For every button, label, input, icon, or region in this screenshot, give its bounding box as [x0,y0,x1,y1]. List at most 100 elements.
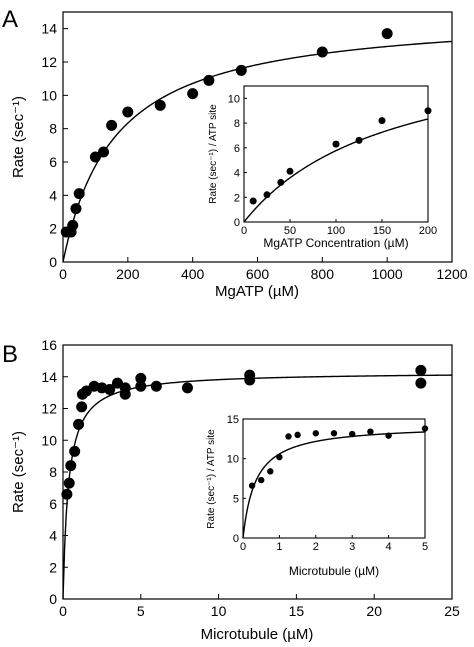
inset-a-data-point [286,167,294,175]
inset-b-data-point [267,468,274,475]
inset-b-x-tick-label: 5 [422,541,428,553]
inset-b-y-tick-label: 10 [227,454,239,466]
main-b-data-point [181,382,193,394]
main-a-y-tick-label: 0 [49,254,57,270]
inset-a-y-tick-label: 4 [234,168,240,180]
main-a-fit-curve [62,40,453,263]
main-b-y-tick-label: 12 [41,401,57,417]
main-b-data-point [104,383,116,395]
inset-a-data-point [378,117,386,125]
main-b-y-tick-label: 14 [41,369,57,385]
main-a-data-point [381,28,393,40]
inset-frame-a [243,85,429,223]
inset-b-y-tick-label: 5 [233,493,239,505]
main-b-data-point [150,380,162,392]
main-a-x-tick-label: 1000 [372,266,403,282]
main-a-data-point [203,74,215,86]
main-a-x-tick-label: 0 [59,266,67,282]
main-a-data-point [316,46,328,58]
main-a-data-point [154,99,166,111]
inset-b-data-point [330,430,338,437]
inset-a-data-point [332,140,340,148]
main-a-y-tick-label: 8 [49,121,57,137]
main-a-data-point [98,146,110,158]
inset-a-x-tick-label: 0 [241,225,247,237]
main-a-y-tick-label: 14 [41,21,57,37]
main-a-data-point [70,203,82,215]
main-b-data-point [415,377,427,389]
main-b-x-tick-label: 20 [366,603,382,619]
main-b-y-tick-label: 6 [49,496,57,512]
panel-label-b: B [2,341,18,368]
main-a-y-tick-label: 12 [41,54,57,70]
inset-a-y-tick-label: 8 [234,118,240,130]
main-b-data-point [135,372,147,384]
main-b-y-tick-label: 4 [49,528,57,544]
main-b-y-tick-label: 10 [41,432,57,448]
inset-a-data-point [424,107,432,115]
main-b-y-tick-label: 8 [49,464,57,480]
main-a-data-point [89,151,101,163]
main-b-y-tick-label: 16 [41,337,57,353]
main-a-data-point [73,188,85,200]
main-b-x-tick-label: 0 [59,603,67,619]
inset-b-x-tick-label: 0 [240,541,246,553]
inset-a-data-point [263,191,271,199]
inset-b-data-point [421,425,429,432]
inset-b-y-tick-label: 0 [233,533,239,545]
inset-a-data-point [249,197,257,205]
inset-a-data-point [355,136,363,144]
inset-a-x-tick-label: 50 [284,225,296,237]
main-a-x-tick-label: 1200 [436,266,467,282]
inset-b-data-point [248,482,256,489]
main-b-x-tick-label: 15 [289,603,305,619]
main-b-data-point [63,477,75,489]
main-b-data-point [69,445,81,457]
main-a-data-point [106,119,118,131]
main-b-data-point [76,401,88,413]
inset-b-data-point [385,432,392,439]
main-b-data-point [73,418,85,430]
main-a-data-point [235,64,247,76]
main-a-y-tick-label: 6 [49,154,57,170]
main-a-x-tick-label: 400 [181,266,205,282]
main-a-y-tick-label: 4 [49,187,57,203]
inset-a-y-tick-label: 2 [234,192,240,204]
inset-b-data-point [294,431,301,439]
main-b-data-point [61,488,73,500]
inset-b-x-tick-label: 1 [276,541,282,553]
x-axis-label-b: Microtubule (µM) [201,626,314,643]
main-b-data-point [65,460,77,472]
inset-b-y-tick-label: 15 [227,414,239,426]
main-b-x-tick-label: 5 [137,603,145,619]
inset-a-y-tick-label: 0 [234,217,240,229]
inset-b-x-tick-label: 4 [386,541,392,553]
inset-b-data-point [258,476,265,484]
main-a-data-point [67,219,79,231]
main-a-x-tick-label: 200 [116,266,140,282]
y-axis-label-b: Rate (sec⁻¹) [10,431,27,513]
inset-b-x-tick-label: 3 [349,541,355,553]
inset-a-y-tick-label: 6 [234,143,240,155]
main-b-y-tick-label: 0 [49,591,57,607]
main-a-data-point [122,106,134,118]
main-a-x-tick-label: 800 [311,266,335,282]
main-b-data-point [135,380,147,392]
y-axis-label-a: Rate (sec⁻¹) [10,96,27,178]
panel-label-a: A [2,6,18,33]
inset-b-data-point [312,430,319,437]
inset-b-fit-curve [242,431,426,539]
inset-a-x-tick-label: 200 [419,225,437,237]
main-b-x-tick-label: 25 [444,603,460,619]
inset-b-x-tick-label: 2 [313,541,319,553]
inset-a-x-tick-label: 100 [327,225,345,237]
main-b-y-tick-label: 2 [49,559,57,575]
inset-frame-b [242,418,426,539]
inset-b-data-point [276,453,283,461]
main-a-data-point [187,88,199,100]
main-b-data-point [119,382,131,394]
main-a-y-tick-label: 10 [41,87,57,103]
main-b-data-point [415,364,427,376]
inset-b-data-point [367,428,374,435]
